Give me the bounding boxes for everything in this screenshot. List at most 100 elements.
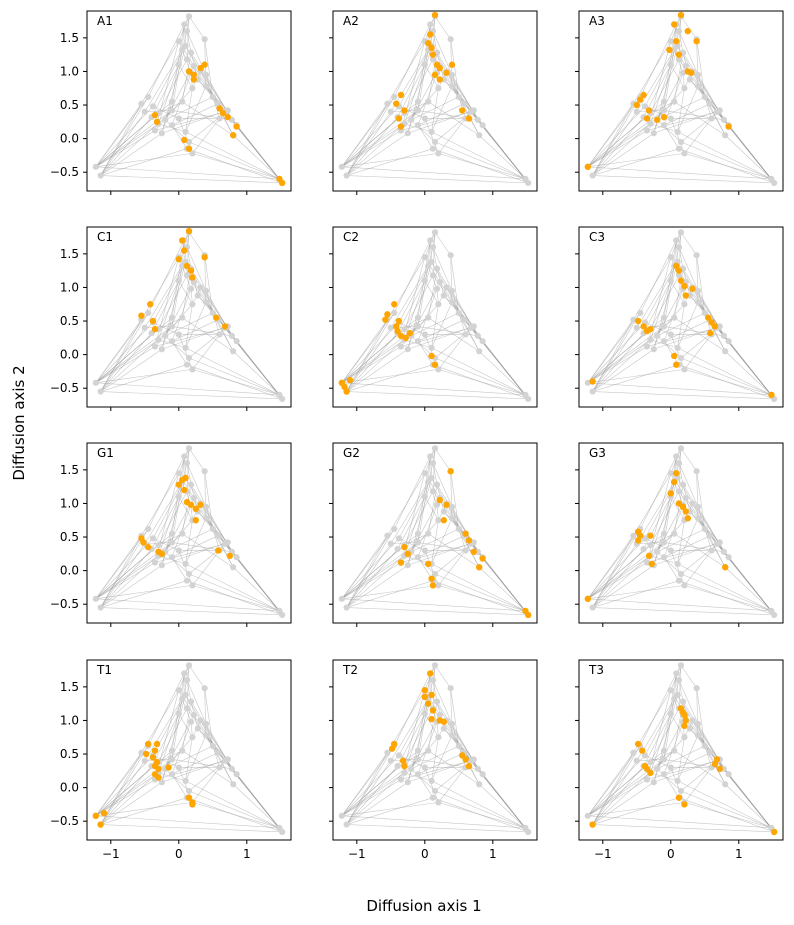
network-edge bbox=[185, 131, 280, 180]
network-edge bbox=[158, 101, 183, 114]
network-edge bbox=[424, 257, 441, 283]
network-node bbox=[168, 756, 176, 763]
network-edge bbox=[587, 598, 772, 612]
y-tick-label: 1.0 bbox=[60, 64, 79, 78]
panel-a3: A3 bbox=[575, 10, 784, 195]
highlighted-node bbox=[221, 323, 229, 330]
network-edge bbox=[95, 346, 156, 384]
network-edge bbox=[95, 585, 193, 600]
network-edge bbox=[100, 175, 283, 184]
network-node bbox=[675, 577, 683, 584]
network-node bbox=[650, 130, 657, 137]
network-node bbox=[414, 539, 422, 546]
network-edge bbox=[592, 148, 680, 176]
highlighted-node bbox=[647, 325, 654, 333]
panel-t1: T1 −0.5 0.0 0.5 1.0 1.5 −1 0 1 bbox=[50, 659, 292, 861]
network-node bbox=[429, 460, 437, 467]
network-edge bbox=[438, 767, 466, 803]
network-edge bbox=[95, 555, 159, 600]
network-edge bbox=[438, 369, 526, 396]
network-node bbox=[228, 765, 235, 772]
network-edge bbox=[95, 562, 156, 600]
network-edge bbox=[434, 326, 474, 359]
network-node bbox=[168, 771, 176, 778]
network-edge bbox=[656, 768, 682, 792]
network-edge bbox=[587, 759, 665, 817]
network-node bbox=[190, 711, 197, 719]
highlighted-node bbox=[428, 352, 435, 360]
network-node bbox=[476, 781, 483, 788]
network-edge bbox=[728, 773, 775, 833]
network-edge bbox=[434, 790, 526, 829]
network-node bbox=[421, 331, 428, 338]
network-node bbox=[228, 332, 235, 339]
highlighted-node bbox=[429, 582, 437, 589]
network-node bbox=[694, 287, 702, 294]
network-node bbox=[461, 100, 468, 107]
plot-area bbox=[584, 662, 778, 836]
highlighted-node bbox=[673, 470, 680, 477]
network-edge bbox=[587, 755, 646, 817]
network-edge bbox=[152, 106, 179, 119]
network-node bbox=[693, 685, 700, 692]
network-edge bbox=[95, 110, 173, 168]
network-edge bbox=[431, 735, 453, 782]
network-edge bbox=[438, 550, 466, 586]
highlighted-node bbox=[394, 327, 401, 335]
network-edge bbox=[346, 148, 434, 176]
network-node bbox=[187, 285, 195, 292]
network-node bbox=[425, 314, 432, 321]
network-node bbox=[461, 316, 468, 323]
network-edge bbox=[178, 41, 195, 67]
network-edge bbox=[95, 322, 154, 384]
network-node bbox=[654, 765, 661, 772]
network-edge bbox=[95, 153, 193, 168]
network-edge bbox=[650, 533, 675, 546]
network-edge bbox=[684, 369, 772, 396]
network-node bbox=[455, 93, 462, 101]
network-edge bbox=[446, 71, 483, 126]
network-edge bbox=[95, 802, 193, 817]
network-node bbox=[97, 388, 104, 395]
network-edge bbox=[587, 326, 665, 384]
network-edge bbox=[100, 797, 188, 825]
network-node bbox=[414, 771, 422, 778]
network-node bbox=[384, 532, 391, 539]
network-node bbox=[701, 93, 708, 101]
network-edge bbox=[451, 86, 480, 136]
network-edge bbox=[680, 16, 697, 40]
network-edge bbox=[164, 335, 190, 359]
network-edge bbox=[178, 64, 193, 89]
highlighted-node bbox=[179, 237, 186, 244]
network-edge bbox=[643, 496, 672, 550]
network-edge bbox=[186, 463, 192, 485]
network-edge bbox=[165, 312, 213, 337]
network-edge bbox=[650, 708, 680, 763]
network-node bbox=[428, 344, 435, 351]
network-node bbox=[660, 756, 668, 763]
network-edge bbox=[158, 708, 188, 763]
network-edge bbox=[95, 112, 159, 168]
highlighted-node bbox=[479, 555, 486, 562]
network-node bbox=[707, 749, 714, 756]
network-node bbox=[525, 179, 532, 187]
highlighted-node bbox=[97, 821, 104, 828]
network-edge bbox=[587, 752, 634, 816]
network-edge bbox=[390, 698, 429, 761]
network-node bbox=[151, 343, 159, 350]
highlighted-node bbox=[197, 501, 204, 508]
highlighted-node bbox=[427, 670, 434, 677]
network-edge bbox=[165, 528, 213, 553]
highlighted-node bbox=[722, 564, 729, 571]
highlighted-node bbox=[402, 334, 409, 342]
network-edge bbox=[397, 713, 426, 767]
highlighted-node bbox=[151, 325, 159, 333]
network-node bbox=[660, 323, 668, 330]
network-edge bbox=[158, 491, 188, 546]
network-edge bbox=[587, 322, 646, 384]
network-node bbox=[433, 698, 441, 705]
network-edge bbox=[95, 123, 159, 168]
network-edge bbox=[188, 542, 228, 575]
network-edge bbox=[587, 779, 648, 817]
network-edge bbox=[587, 544, 651, 600]
